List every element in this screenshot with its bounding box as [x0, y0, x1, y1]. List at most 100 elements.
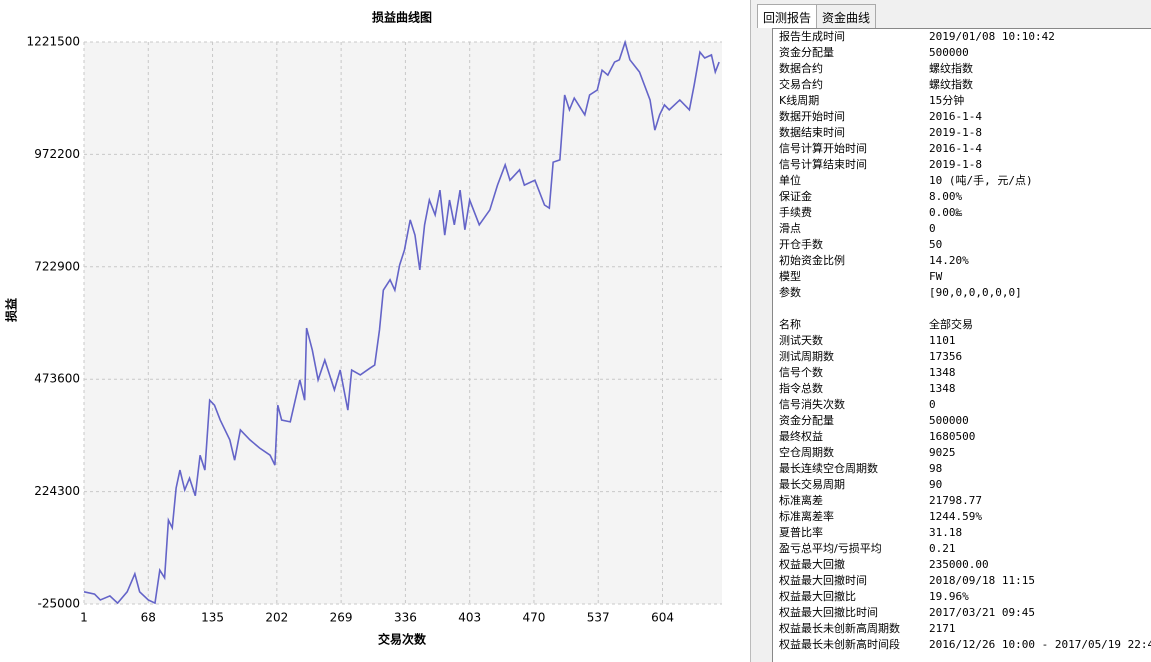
report-key: 资金分配量	[779, 46, 834, 59]
report-value: 1348	[929, 366, 956, 379]
report-row: 测试天数 1101	[773, 333, 1151, 349]
report-value: 90	[929, 478, 943, 491]
y-tick-label: 473600	[34, 372, 80, 386]
report-value: 螺纹指数	[929, 78, 973, 91]
report-key: 开仓手数	[779, 238, 823, 251]
report-row: 权益最长未创新高时间段 2016/12/26 10:00 - 2017/05/19…	[773, 637, 1151, 653]
report-key: 权益最大回撤时间	[779, 574, 867, 587]
report-value: FW	[929, 270, 943, 283]
report-key: 数据结束时间	[779, 126, 845, 139]
report-key: 测试天数	[779, 334, 823, 347]
report-value: 1101	[929, 334, 956, 347]
report-row: K线周期 15分钟	[773, 93, 1151, 109]
report-row: 模型 FW	[773, 269, 1151, 285]
y-tick-label: -25000	[37, 597, 80, 611]
report-key: 标准离差	[779, 494, 823, 507]
report-value: 2171	[929, 622, 956, 635]
report-row: 资金分配量 500000	[773, 45, 1151, 61]
report-value: 2016/12/26 10:00 - 2017/05/19 22:45	[929, 638, 1151, 651]
report-panel: 回测报告 资金曲线 报告生成时间 2019/01/08 10:10:42 资金分配量 5…	[750, 0, 1151, 662]
report-row: 权益最大回撤比时间 2017/03/21 09:45	[773, 605, 1151, 621]
x-tick-label: 68	[141, 611, 156, 625]
report-row: 参数 [90,0,0,0,0,0]	[773, 285, 1151, 301]
report-key: 手续费	[779, 206, 812, 219]
report-value: 全部交易	[929, 318, 973, 331]
report-row: 数据开始时间 2016-1-4	[773, 109, 1151, 125]
report-value: 500000	[929, 46, 969, 59]
x-tick-label: 336	[394, 611, 417, 625]
report-key: 权益最长未创新高周期数	[779, 622, 900, 635]
x-tick-label: 1	[80, 611, 88, 625]
report-value: 1244.59%	[929, 510, 982, 523]
report-value: 2016-1-4	[929, 142, 982, 155]
tab[interactable]: 资金曲线	[816, 4, 877, 28]
report-value: 1680500	[929, 430, 976, 443]
report-row: 资金分配量 500000	[773, 413, 1151, 429]
report-value: 2019-1-8	[929, 158, 982, 171]
report-row: 最长连续空仓周期数 98	[773, 461, 1151, 477]
report-key: 资金分配量	[779, 414, 834, 427]
report-value: 0	[929, 222, 936, 235]
report-key: 盈亏总平均/亏损平均	[779, 542, 882, 555]
x-tick-label: 403	[458, 611, 481, 625]
chart: 损益曲线图 交易次数 损益 -25000 224300 473600 722900 97…	[4, 10, 722, 647]
report-key: 报告生成时间	[779, 30, 845, 43]
report-row: 数据结束时间 2019-1-8	[773, 125, 1151, 141]
report-value: 螺纹指数	[929, 62, 973, 75]
report-row: 空仓周期数 9025	[773, 445, 1151, 461]
report-row: 滑点 0	[773, 221, 1151, 237]
report-row: 名称 全部交易	[773, 317, 1151, 333]
y-tick-label: 722900	[34, 259, 80, 273]
report-value: 21798.77	[929, 494, 982, 507]
report-key: 参数	[779, 286, 801, 299]
report-value: 10 (吨/手, 元/点)	[929, 174, 1033, 187]
report-value: 17356	[929, 350, 963, 363]
report-key: 权益最大回撤比	[779, 590, 856, 603]
report-value: 14.20%	[929, 254, 969, 267]
report-key: 信号个数	[779, 366, 823, 379]
report-key: 测试周期数	[779, 350, 834, 363]
report-key: 初始资金比例	[779, 254, 845, 267]
report-value: 2016-1-4	[929, 110, 982, 123]
x-tick-label: 135	[201, 611, 224, 625]
report-key: 指令总数	[779, 382, 823, 395]
report-row: 信号计算开始时间 2016-1-4	[773, 141, 1151, 157]
report-value: 2019/01/08 10:10:42	[929, 30, 1055, 43]
y-tick-label: 1221500	[27, 35, 80, 49]
report-row: 开仓手数 50	[773, 237, 1151, 253]
report-row: 报告生成时间 2019/01/08 10:10:42	[773, 29, 1151, 45]
report-row: 夏普比率 31.18	[773, 525, 1151, 541]
report-key: 滑点	[779, 222, 801, 235]
x-tick-label: 470	[523, 611, 546, 625]
report-value: 50	[929, 238, 943, 251]
report-value: 235000.00	[929, 558, 989, 571]
report-value: 9025	[929, 446, 956, 459]
report-key: 数据合约	[779, 62, 823, 75]
report-key: 单位	[779, 174, 801, 187]
report-value: 500000	[929, 414, 969, 427]
report-row: 权益最长未创新高周期数 2171	[773, 621, 1151, 637]
report-row: 手续费 0.00‱	[773, 205, 1151, 221]
report-value: 2019-1-8	[929, 126, 982, 139]
report-row: 权益最大回撤时间 2018/09/18 11:15	[773, 573, 1151, 589]
report-key: 名称	[779, 318, 801, 331]
report-key: 权益最大回撤	[779, 558, 845, 571]
report-value: 2017/03/21 09:45	[929, 606, 1035, 619]
report-row: 信号计算结束时间 2019-1-8	[773, 157, 1151, 173]
report-key: 交易合约	[779, 78, 823, 91]
report-row: 测试周期数 17356	[773, 349, 1151, 365]
x-axis-label: 交易次数	[378, 632, 427, 647]
report-value: 0.21	[929, 542, 956, 555]
tab-bar: 回测报告 资金曲线	[757, 4, 877, 28]
x-tick-label: 604	[651, 611, 674, 625]
report-row: 信号消失次数 0	[773, 397, 1151, 413]
report-row: 指令总数 1348	[773, 381, 1151, 397]
report-key: 最长交易周期	[779, 478, 845, 491]
report-key: 夏普比率	[779, 526, 823, 539]
chart-title: 损益曲线图	[372, 10, 432, 25]
tab[interactable]: 回测报告	[757, 4, 818, 28]
x-tick-label: 202	[265, 611, 288, 625]
report-row: 权益最大回撤比 19.96%	[773, 589, 1151, 605]
report-row: 数据合约 螺纹指数	[773, 61, 1151, 77]
report-key: 信号计算结束时间	[779, 158, 867, 171]
